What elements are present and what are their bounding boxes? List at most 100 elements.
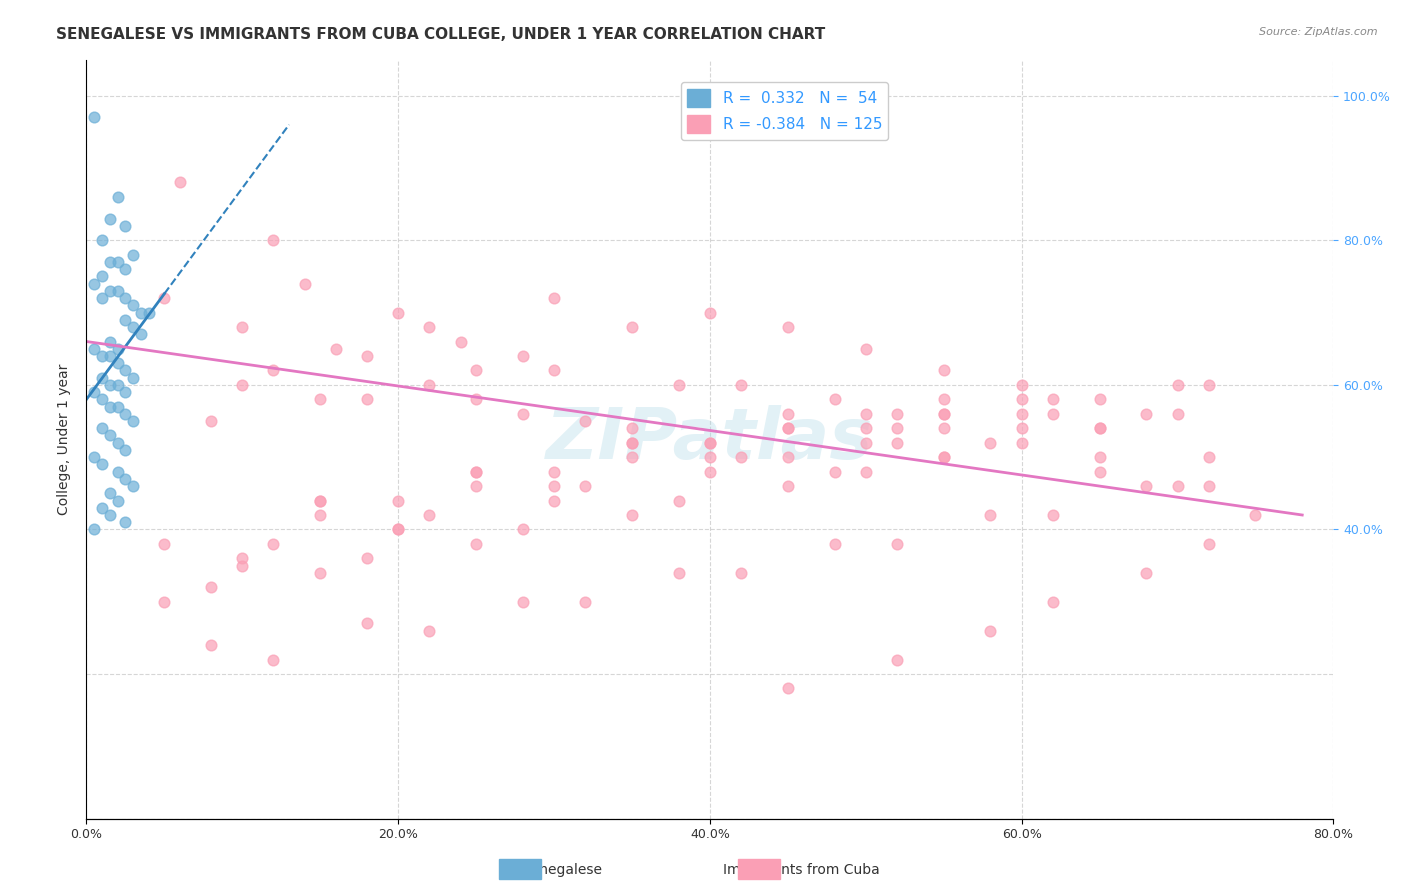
Point xyxy=(855,465,877,479)
Point xyxy=(107,465,129,479)
Point xyxy=(91,233,114,247)
Point xyxy=(387,493,409,508)
Y-axis label: College, Under 1 year: College, Under 1 year xyxy=(58,363,72,515)
Point xyxy=(730,377,752,392)
Point xyxy=(122,298,145,312)
Point xyxy=(387,523,409,537)
Point xyxy=(620,450,643,465)
Point xyxy=(98,377,121,392)
Point xyxy=(83,385,105,400)
Point xyxy=(129,327,152,342)
Point xyxy=(114,385,136,400)
Point xyxy=(122,248,145,262)
Point xyxy=(543,465,565,479)
Point xyxy=(932,407,955,421)
Point xyxy=(776,407,799,421)
Point xyxy=(91,269,114,284)
Point xyxy=(83,342,105,356)
Point xyxy=(114,313,136,327)
Point xyxy=(776,479,799,493)
Point xyxy=(1167,407,1189,421)
Point xyxy=(824,465,846,479)
Point xyxy=(418,320,440,334)
Point xyxy=(200,414,222,428)
Point xyxy=(932,450,955,465)
Point xyxy=(91,392,114,407)
Point xyxy=(512,349,534,363)
Point xyxy=(1088,392,1111,407)
Point xyxy=(98,334,121,349)
Point xyxy=(668,377,690,392)
Point xyxy=(114,363,136,377)
Point xyxy=(325,342,347,356)
Point xyxy=(699,305,721,319)
Point xyxy=(107,400,129,414)
Point xyxy=(699,450,721,465)
Text: Immigrants from Cuba: Immigrants from Cuba xyxy=(723,863,880,877)
Point xyxy=(574,595,596,609)
Point xyxy=(309,566,332,580)
Point xyxy=(543,493,565,508)
Point xyxy=(309,493,332,508)
Point xyxy=(699,435,721,450)
Point xyxy=(114,442,136,457)
Point xyxy=(356,616,378,631)
Point xyxy=(98,284,121,298)
Point xyxy=(1198,450,1220,465)
Text: Source: ZipAtlas.com: Source: ZipAtlas.com xyxy=(1260,27,1378,37)
Point xyxy=(730,566,752,580)
Point xyxy=(91,291,114,305)
Point xyxy=(1042,595,1064,609)
Point xyxy=(114,291,136,305)
Point xyxy=(979,508,1001,522)
Point xyxy=(512,407,534,421)
Point xyxy=(1011,407,1033,421)
Point xyxy=(153,291,176,305)
Point xyxy=(1135,566,1157,580)
Point xyxy=(886,407,908,421)
Point xyxy=(543,291,565,305)
Point xyxy=(418,624,440,638)
Point xyxy=(263,363,285,377)
Point xyxy=(98,400,121,414)
Point xyxy=(1198,479,1220,493)
Point xyxy=(730,450,752,465)
Point xyxy=(465,363,488,377)
Point xyxy=(776,421,799,435)
Point xyxy=(114,407,136,421)
Point xyxy=(465,465,488,479)
Point xyxy=(886,421,908,435)
Point xyxy=(83,523,105,537)
Point xyxy=(1011,377,1033,392)
Point xyxy=(979,435,1001,450)
Point xyxy=(668,493,690,508)
Point xyxy=(1088,421,1111,435)
Point xyxy=(231,320,253,334)
Point xyxy=(356,349,378,363)
Point xyxy=(465,465,488,479)
Point xyxy=(855,407,877,421)
Point xyxy=(231,558,253,573)
Point xyxy=(107,255,129,269)
Text: Senegalese: Senegalese xyxy=(523,863,602,877)
Point xyxy=(932,450,955,465)
Point xyxy=(107,435,129,450)
Point xyxy=(699,435,721,450)
Point xyxy=(122,320,145,334)
Point xyxy=(543,479,565,493)
Legend: R =  0.332   N =  54, R = -0.384   N = 125: R = 0.332 N = 54, R = -0.384 N = 125 xyxy=(682,82,889,139)
Point xyxy=(114,515,136,529)
Point xyxy=(1198,537,1220,551)
Point xyxy=(91,500,114,515)
Point xyxy=(1244,508,1267,522)
Point xyxy=(543,363,565,377)
Point xyxy=(83,111,105,125)
Point xyxy=(83,450,105,465)
Point xyxy=(91,349,114,363)
Point xyxy=(107,342,129,356)
Point xyxy=(776,450,799,465)
Point xyxy=(153,537,176,551)
Point xyxy=(824,392,846,407)
Point xyxy=(620,508,643,522)
Point xyxy=(200,638,222,652)
